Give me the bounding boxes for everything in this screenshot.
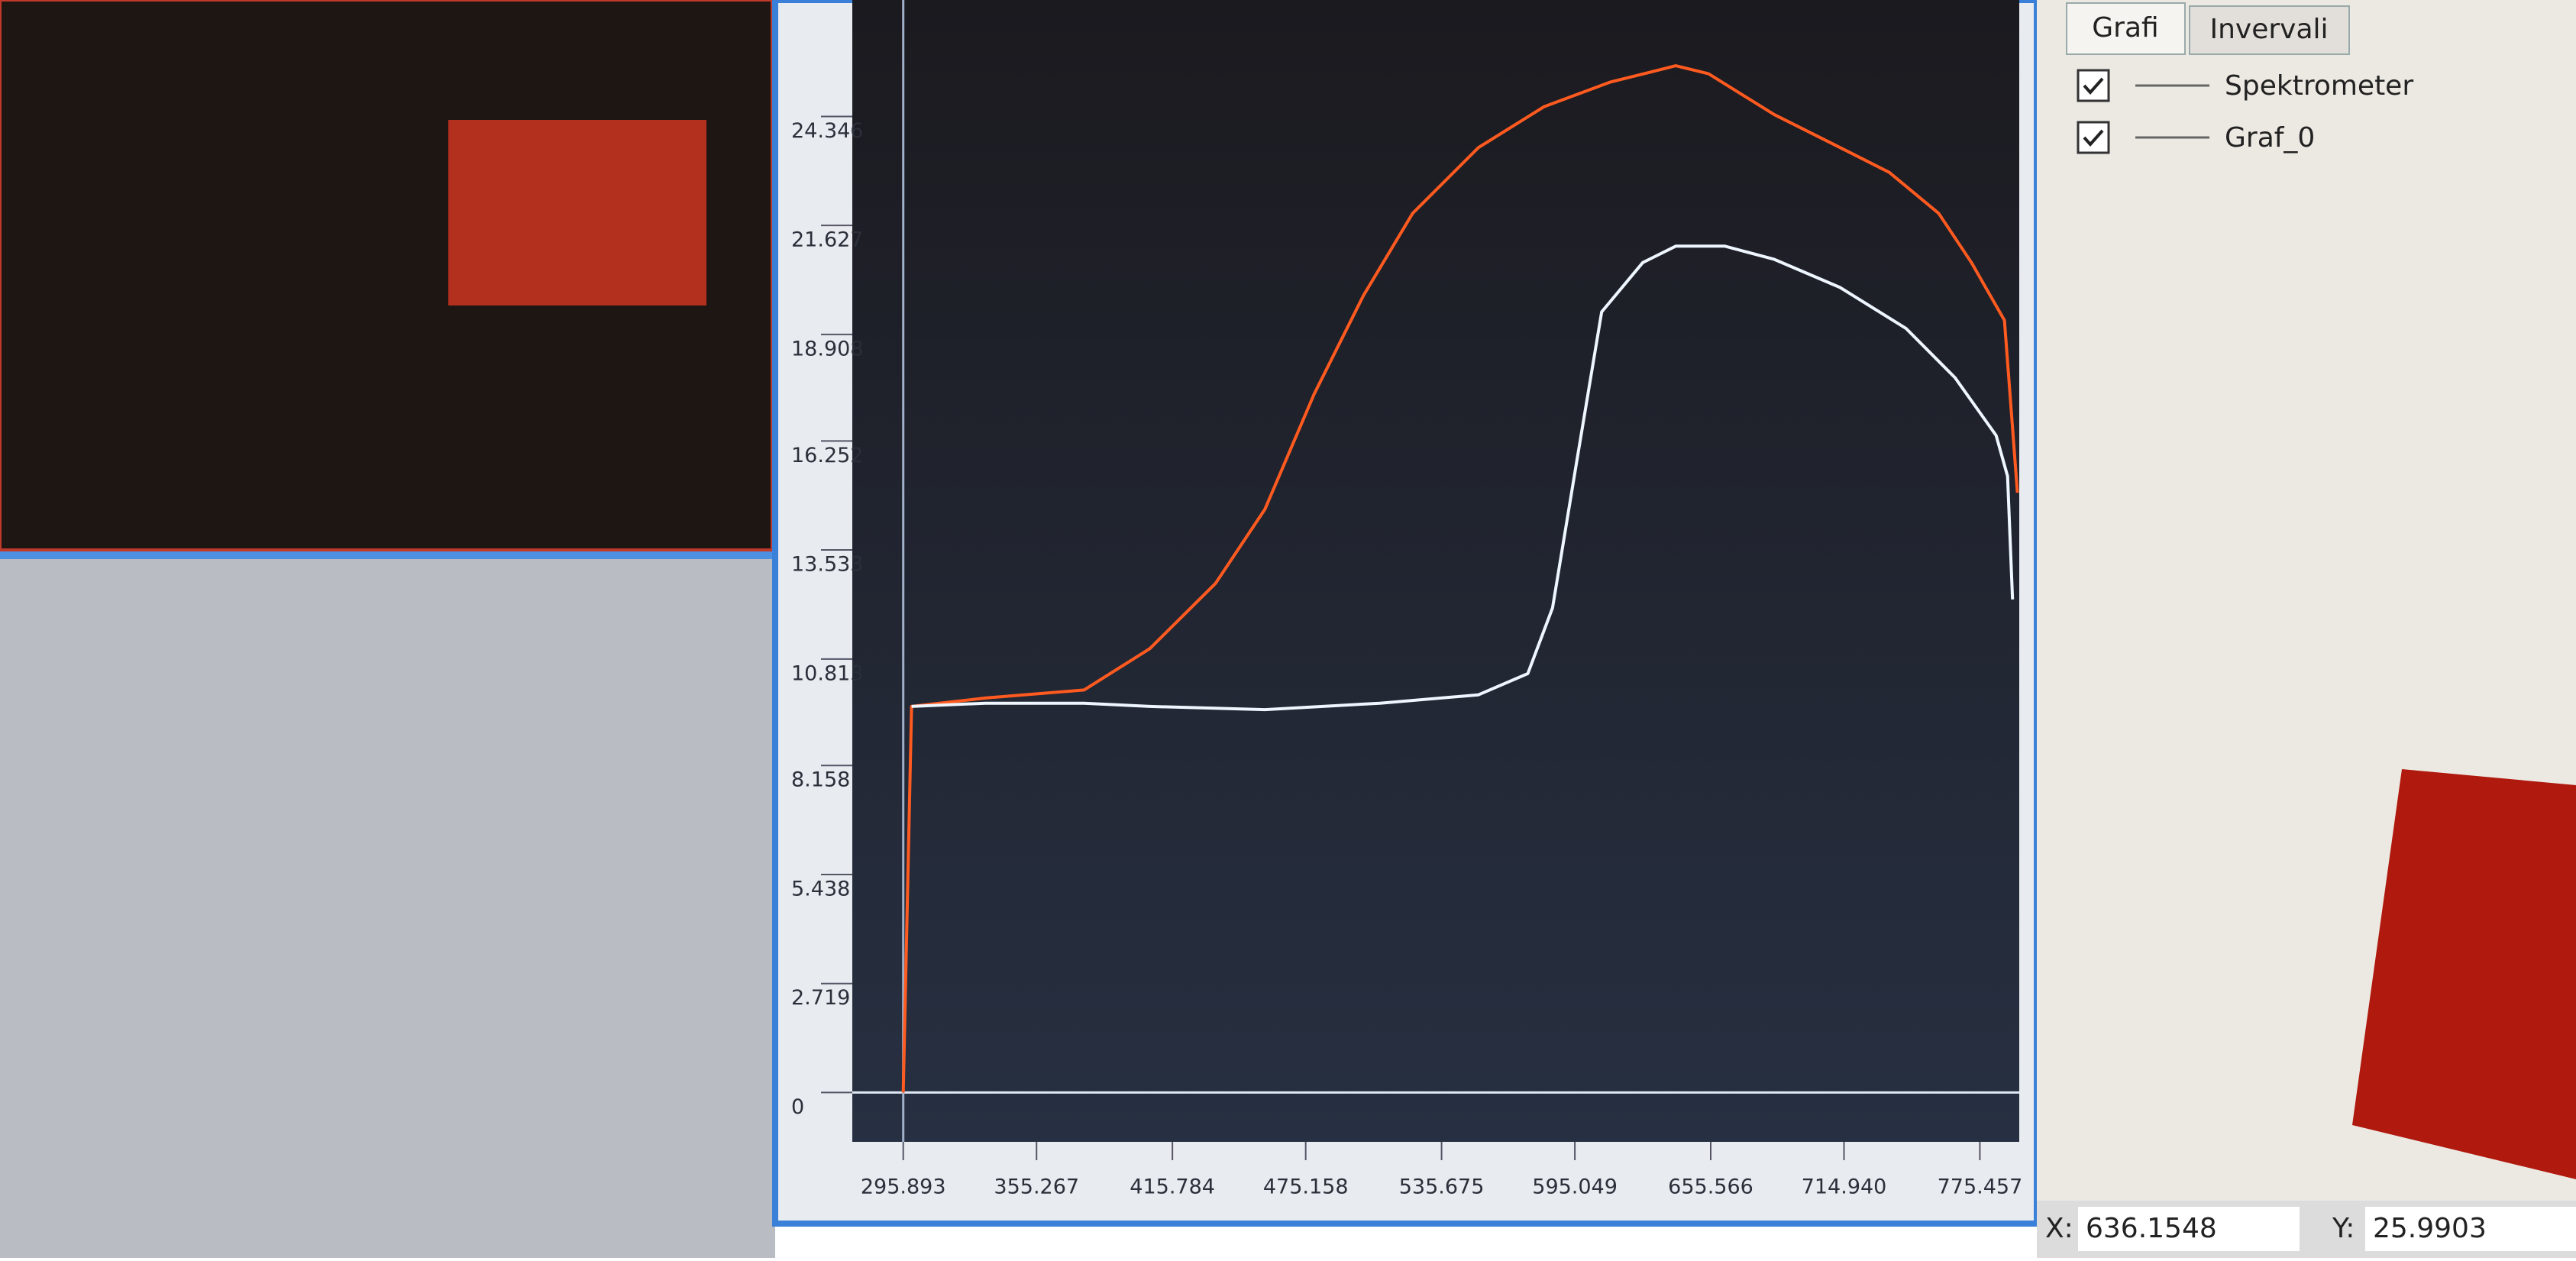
y-tick-label: 21.627 [791, 228, 863, 252]
status-label: X: [2045, 1213, 2073, 1244]
x-tick-label: 355.267 [994, 1175, 1079, 1199]
x-tick-label: 775.457 [1938, 1175, 2023, 1199]
x-tick-label: 415.784 [1130, 1175, 1215, 1199]
red-shape [2352, 769, 2576, 1179]
check [2083, 129, 2104, 147]
status-field [2078, 1207, 2300, 1251]
y-tick-label: 24.346 [791, 119, 863, 143]
y-tick-label: 5.438 [791, 877, 850, 900]
status-field [2365, 1207, 2576, 1251]
status-value: 25.9903 [2373, 1213, 2487, 1244]
x-tick-label: 714.940 [1802, 1175, 1887, 1199]
y-tick-label: 16.252 [791, 444, 863, 467]
x-tick-label: 475.158 [1263, 1175, 1349, 1199]
tab-label[interactable]: Grafi [2092, 12, 2158, 44]
y-tick-label: 0 [791, 1095, 804, 1119]
x-tick-label: 535.675 [1399, 1175, 1485, 1199]
legend-label: Spektrometer [2225, 70, 2413, 102]
x-tick-label: 655.566 [1668, 1175, 1753, 1199]
check [2083, 77, 2104, 95]
x-tick-label: 595.049 [1532, 1175, 1618, 1199]
series-line [901, 64, 2019, 1093]
window-border [0, 551, 775, 559]
plot-area [852, 0, 2019, 1142]
y-tick-label: 13.533 [791, 553, 863, 577]
status-value: 636.1548 [2086, 1213, 2217, 1244]
tab[interactable] [2189, 5, 2350, 55]
legend-label: Graf_0 [2225, 122, 2315, 154]
series-line [911, 244, 2015, 712]
camera-spot [448, 120, 706, 306]
status-label: Y: [2332, 1213, 2355, 1244]
checkbox[interactable] [2077, 69, 2110, 102]
y-tick-label: 2.719 [791, 986, 850, 1010]
checkbox[interactable] [2077, 121, 2110, 154]
tab-label[interactable]: Invervali [2209, 14, 2328, 45]
y-tick-label: 18.908 [791, 337, 863, 361]
y-tick-label: 10.813 [791, 661, 863, 685]
tab[interactable] [2066, 2, 2186, 55]
x-tick-label: 295.893 [861, 1175, 946, 1199]
y-tick-label: 8.158 [791, 768, 850, 792]
